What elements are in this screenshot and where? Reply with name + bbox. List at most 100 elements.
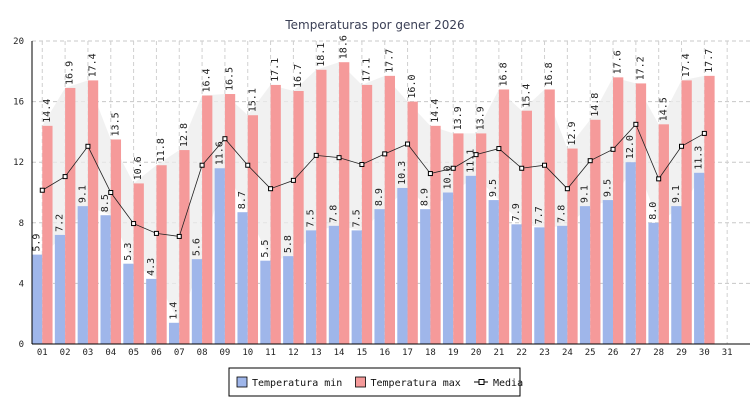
data-label-max: 18.6 [339,35,350,59]
x-tick-label: 29 [676,348,687,358]
data-label-max: 17.7 [704,49,715,73]
legend-label: Temperatura max [371,378,461,389]
x-tick-label: 07 [174,348,185,358]
bar-max [179,150,190,344]
legend-box [228,367,521,397]
data-label-min: 8.7 [237,191,248,209]
x-tick-label: 22 [516,348,527,358]
mean-marker [153,230,159,236]
chart-title: Temperaturas por gener 2026 [284,18,464,32]
x-tick-label: 05 [128,348,139,358]
data-label-min: 9.5 [488,179,499,197]
bar-min [100,215,111,344]
data-label-min: 9.1 [77,185,88,203]
bar-max [590,119,601,344]
bar-max [156,165,167,344]
y-tick-label: 12 [13,158,24,168]
x-tick-label: 01 [37,348,48,358]
y-tick-label: 20 [13,37,24,47]
x-tick-label: 12 [288,348,299,358]
mean-marker [336,155,342,161]
data-label-max: 17.1 [270,58,281,82]
data-label-max: 14.4 [430,99,441,123]
bar-layer [32,62,715,345]
mean-line [42,123,705,237]
bar-min [77,206,88,344]
mean-marker [62,174,68,180]
data-label-max: 16.9 [65,61,76,85]
bar-max [453,133,464,344]
bar-max [270,84,281,344]
mean-marker [519,165,525,171]
bar-max [202,95,213,344]
bar-max [293,90,304,345]
data-label-max: 16.8 [544,62,555,86]
mean-marker [679,143,685,149]
bar-max [704,75,715,344]
bar-min [511,224,522,344]
data-label-max: 18.1 [316,43,327,67]
bar-max [476,133,487,344]
bar-max [247,115,259,344]
x-tick-label: 19 [448,348,459,358]
mean-marker [176,233,182,239]
bar-min [214,168,225,344]
x-tick-label: 10 [242,348,253,358]
data-label-max: 17.1 [362,58,373,82]
x-tick-label: 15 [356,348,367,358]
data-label-min: 7.8 [557,205,568,223]
data-label-max: 14.4 [42,99,53,123]
bar-min [397,187,408,344]
data-label-min: 5.3 [123,243,134,261]
bar-min [54,234,66,344]
mean-marker [290,177,296,183]
data-label-min: 7.9 [511,203,522,221]
mean-marker [610,146,616,152]
data-label-max: 13.5 [110,112,121,136]
bar-max [339,62,350,345]
data-label-min: 9.1 [580,185,591,203]
data-label-min: 5.5 [260,240,271,258]
data-label-min: 9.1 [671,185,682,203]
bar-max [316,69,327,344]
bar-min [442,192,454,344]
legend: Temperatura min Temperatura max Media [228,367,523,397]
data-label-min: 5.8 [283,235,294,253]
x-tick-label: 11 [265,348,276,358]
y-tick-label: 0 [19,340,24,350]
bar-max [658,124,669,344]
x-tick-label: 17 [402,348,413,358]
y-tick-label: 4 [19,279,24,289]
x-tick-label: 16 [379,348,390,358]
data-label-max: 16.8 [499,62,510,86]
mean-marker [222,136,228,142]
mean-marker [701,130,707,136]
bar-min [625,162,636,344]
x-tick-label: 31 [722,348,733,358]
data-label-max: 17.4 [681,53,692,77]
mean-marker [108,190,114,195]
data-label-min: 4.3 [146,258,157,276]
mean-marker [405,141,411,147]
bar-max [65,87,76,344]
bar-min [283,256,294,344]
x-tick-label: 23 [539,348,550,358]
data-label-min: 7.7 [534,206,545,224]
data-label-max: 16.0 [407,75,418,99]
bar-max [110,139,122,344]
legend-marker [478,379,485,385]
legend-label: Media [493,378,523,389]
mean-marker [633,121,639,127]
mean-marker [473,152,479,158]
x-tick-label: 25 [585,348,596,358]
bar-min [488,200,499,344]
data-label-min: 10.0 [443,165,454,189]
bar-max [133,183,144,344]
data-label-max: 16.4 [202,68,213,92]
bar-min [648,222,659,344]
data-label-min: 8.9 [374,188,385,206]
bar-max [635,83,647,345]
bar-max [567,148,578,344]
data-label-min: 10.3 [397,161,408,185]
